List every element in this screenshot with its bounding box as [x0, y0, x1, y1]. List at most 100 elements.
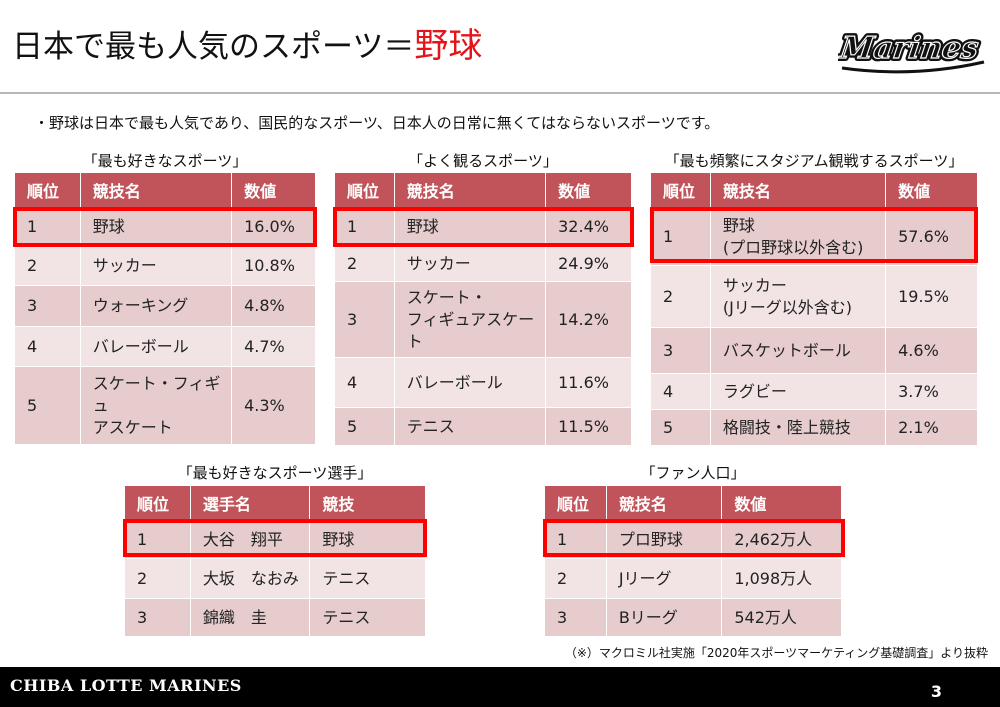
value-cell: 19.5% [885, 265, 978, 328]
name-cell: プロ野球 [605, 520, 723, 559]
table-row: 2 サッカー 24.9% [334, 245, 632, 282]
fan-population-table: 順位 競技名 数値 1 プロ野球 2,462万人 2 Jリーグ 1,098万人 … [544, 485, 842, 637]
name-cell: サッカー [393, 245, 547, 282]
table-row: 2 サッカー (Jリーグ以外含む) 19.5% [650, 265, 978, 328]
rank-cell: 4 [650, 373, 711, 410]
marines-logo: Marines Marines [838, 28, 985, 74]
rank-cell: 3 [334, 281, 395, 358]
value-cell: 2,462万人 [721, 520, 842, 559]
value-cell: 542万人 [721, 598, 842, 637]
value-cell: 2.1% [885, 409, 978, 446]
footer-bar: CHIBA LOTTE MARINES 3 [0, 667, 1000, 707]
value-cell: 32.4% [545, 207, 632, 246]
rank-cell: 3 [544, 598, 607, 637]
table-row: 5 スケート・フィギュ アスケート 4.3% [14, 366, 316, 445]
name-cell: ラグビー [709, 373, 887, 410]
name-cell: 大谷 翔平 [189, 520, 311, 559]
value-cell: テニス [309, 598, 426, 637]
table-row: 5 格闘技・陸上競技 2.1% [650, 409, 978, 446]
page-number: 3 [930, 682, 942, 701]
table-row: 1 野球 (プロ野球以外含む) 57.6% [650, 207, 978, 266]
name-cell: 野球 [79, 207, 233, 246]
name-cell: Jリーグ [605, 558, 723, 599]
caption-watched-sports: 「よく観るスポーツ」 [408, 152, 558, 170]
col-header-sport: 競技 [309, 485, 426, 521]
table-row: 2 大坂 なおみ テニス [124, 558, 426, 599]
rank-cell: 1 [544, 520, 607, 559]
highlight-box [333, 207, 634, 247]
col-header-rank: 順位 [544, 485, 607, 521]
highlight-box [543, 519, 845, 557]
rank-cell: 5 [334, 407, 395, 446]
name-cell: 野球 [393, 207, 547, 246]
col-header-rank: 順位 [124, 485, 191, 521]
table-row: 4 ラグビー 3.7% [650, 373, 978, 410]
highlight-box [650, 207, 978, 263]
table-row: 3 錦織 圭 テニス [124, 598, 426, 637]
rank-cell: 5 [14, 366, 81, 445]
value-cell: テニス [309, 558, 426, 599]
stadium-sports-table: 順位 競技名 数値 1 野球 (プロ野球以外含む) 57.6% 2 サッカー (… [650, 172, 978, 446]
favorite-sports-table: 順位 競技名 数値 1 野球 16.0% 2 サッカー 10.8% 3 ウォーキ… [14, 172, 316, 445]
rank-cell: 1 [650, 207, 711, 266]
favorite-athletes-table: 順位 選手名 競技 1 大谷 翔平 野球 2 大坂 なおみ テニス 3 錦織 圭… [124, 485, 426, 637]
table-row: 1 プロ野球 2,462万人 [544, 520, 842, 559]
col-header-value: 数値 [231, 172, 316, 208]
table-row: 4 バレーボール 4.7% [14, 326, 316, 367]
value-cell: 1,098万人 [721, 558, 842, 599]
caption-fan-population: 「ファン人口」 [640, 464, 746, 482]
rank-cell: 5 [650, 409, 711, 446]
table-row: 3 バスケットボール 4.6% [650, 327, 978, 374]
rank-cell: 2 [14, 245, 81, 286]
value-cell: 4.3% [231, 366, 316, 445]
table-row: 5 テニス 11.5% [334, 407, 632, 446]
table-row: 2 サッカー 10.8% [14, 245, 316, 286]
rank-cell: 2 [334, 245, 395, 282]
table-row: 3 Bリーグ 542万人 [544, 598, 842, 637]
logo-text-outline: Marines [838, 31, 981, 66]
value-cell: 野球 [309, 520, 426, 559]
value-cell: 11.5% [545, 407, 632, 446]
table-row: 1 野球 16.0% [14, 207, 316, 246]
col-header-name: 競技名 [79, 172, 233, 208]
name-cell: Bリーグ [605, 598, 723, 637]
col-header-rank: 順位 [14, 172, 81, 208]
page-title: 日本で最も人気のスポーツ＝野球 [12, 18, 482, 67]
rank-cell: 4 [334, 357, 395, 408]
rank-cell: 2 [650, 265, 711, 328]
col-header-rank: 順位 [334, 172, 395, 208]
highlight-box [13, 207, 317, 247]
table-row: 4 バレーボール 11.6% [334, 357, 632, 408]
table-row: 3 スケート・ フィギュアスケート 14.2% [334, 281, 632, 358]
caption-favorite-sports: 「最も好きなスポーツ」 [82, 152, 248, 170]
col-header-name: 競技名 [605, 485, 723, 521]
rank-cell: 4 [14, 326, 81, 367]
col-header-name: 競技名 [709, 172, 887, 208]
col-header-name: 競技名 [393, 172, 547, 208]
col-header-value: 数値 [885, 172, 978, 208]
name-cell: 錦織 圭 [189, 598, 311, 637]
value-cell: 4.6% [885, 327, 978, 374]
name-cell: 格闘技・陸上競技 [709, 409, 887, 446]
rank-cell: 1 [124, 520, 191, 559]
logo-text: Marines [838, 31, 981, 66]
value-cell: 24.9% [545, 245, 632, 282]
highlight-box [123, 519, 427, 557]
rank-cell: 3 [124, 598, 191, 637]
col-header-value: 数値 [545, 172, 632, 208]
header-divider [0, 92, 1000, 94]
name-cell: スケート・ フィギュアスケート [393, 281, 547, 358]
name-cell: サッカー [79, 245, 233, 286]
value-cell: 4.8% [231, 285, 316, 327]
caption-favorite-athletes: 「最も好きなスポーツ選手」 [177, 464, 373, 482]
value-cell: 3.7% [885, 373, 978, 410]
rank-cell: 3 [650, 327, 711, 374]
table-row: 3 ウォーキング 4.8% [14, 285, 316, 327]
name-cell: 大坂 なおみ [189, 558, 311, 599]
footer-brand: CHIBA LOTTE MARINES [10, 676, 242, 695]
table-row: 1 大谷 翔平 野球 [124, 520, 426, 559]
caption-stadium-sports: 「最も頻繁にスタジアム観戦するスポーツ」 [664, 152, 964, 170]
rank-cell: 2 [124, 558, 191, 599]
value-cell: 10.8% [231, 245, 316, 286]
rank-cell: 1 [14, 207, 81, 246]
